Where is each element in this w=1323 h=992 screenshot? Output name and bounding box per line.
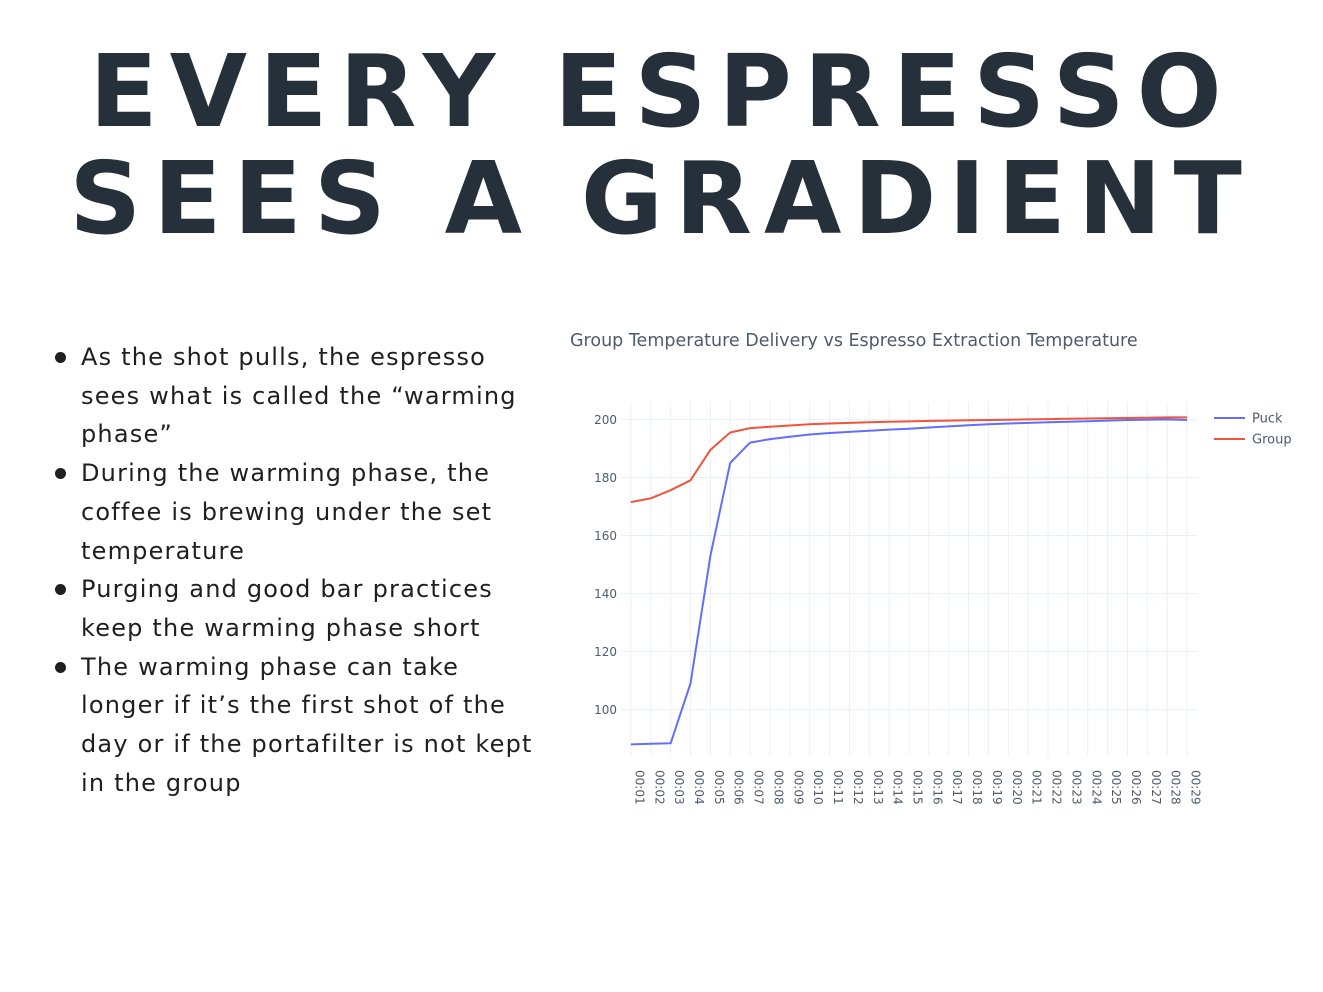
x-tick-label: 00:29 (1189, 770, 1203, 805)
headline-line-2: SEES A GRADIENT (69, 140, 1254, 257)
x-tick-label: 00:21 (1030, 770, 1044, 805)
temperature-line-chart: Group Temperature Delivery vs Espresso E… (570, 331, 1292, 805)
x-tick-label: 00:17 (950, 770, 964, 805)
x-tick-label: 00:14 (891, 770, 905, 805)
y-tick-label: 160 (594, 529, 617, 543)
x-tick-label: 00:12 (851, 770, 865, 805)
y-tick-label: 120 (594, 645, 617, 659)
x-tick-label: 00:09 (791, 770, 805, 805)
x-tick-label: 00:06 (732, 770, 746, 805)
x-tick-label: 00:19 (990, 770, 1004, 805)
x-tick-label: 00:02 (652, 770, 666, 805)
bullet-item: During the warming phase, the coffee is … (52, 454, 537, 570)
x-tick-label: 00:13 (871, 770, 885, 805)
series-line-puck (630, 418, 1188, 746)
y-tick-label: 180 (594, 471, 617, 485)
chart-grid (621, 402, 1197, 756)
y-axis-ticks: 100 120 140 160 180 200 (594, 413, 617, 717)
x-tick-label: 00:24 (1089, 770, 1103, 805)
chart-title: Group Temperature Delivery vs Espresso E… (570, 331, 1138, 351)
y-tick-label: 100 (594, 703, 617, 717)
bullet-list: As the shot pulls, the espresso sees wha… (52, 338, 537, 802)
chart-legend: Puck Group (1214, 412, 1292, 448)
x-tick-label: 00:01 (632, 770, 646, 805)
chart-series (630, 416, 1188, 746)
bullet-item: The warming phase can take longer if it’… (52, 648, 537, 803)
bullet-item: Purging and good bar practices keep the … (52, 570, 537, 647)
slide-headline: EVERY ESPRESSO SEES A GRADIENT (0, 38, 1323, 252)
x-tick-label: 00:07 (752, 770, 766, 805)
x-tick-label: 00:08 (771, 770, 785, 805)
x-tick-label: 00:16 (930, 770, 944, 805)
x-tick-label: 00:18 (970, 770, 984, 805)
x-tick-label: 00:04 (692, 770, 706, 805)
x-tick-label: 00:11 (831, 770, 845, 805)
x-tick-label: 00:22 (1050, 770, 1064, 805)
bullet-item: As the shot pulls, the espresso sees wha… (52, 338, 537, 454)
x-tick-label: 00:05 (712, 770, 726, 805)
x-tick-label: 00:10 (811, 770, 825, 805)
y-tick-label: 200 (594, 413, 617, 427)
x-tick-label: 00:03 (672, 770, 686, 805)
x-tick-label: 00:15 (911, 770, 925, 805)
x-tick-label: 00:23 (1069, 770, 1083, 805)
x-tick-label: 00:25 (1109, 770, 1123, 805)
x-tick-label: 00:26 (1129, 770, 1143, 805)
legend-label: Group (1252, 433, 1292, 448)
x-axis-ticks: 00:01 00:02 00:03 00:04 00:05 00:06 00:07 00:08… (632, 770, 1202, 805)
x-tick-label: 00:20 (1010, 770, 1024, 805)
legend-label: Puck (1252, 412, 1283, 427)
x-tick-label: 00:28 (1169, 770, 1183, 805)
series-line-group (630, 416, 1188, 504)
x-tick-label: 00:27 (1149, 770, 1163, 805)
headline-line-1: EVERY ESPRESSO (89, 33, 1234, 150)
y-tick-label: 140 (594, 587, 617, 601)
